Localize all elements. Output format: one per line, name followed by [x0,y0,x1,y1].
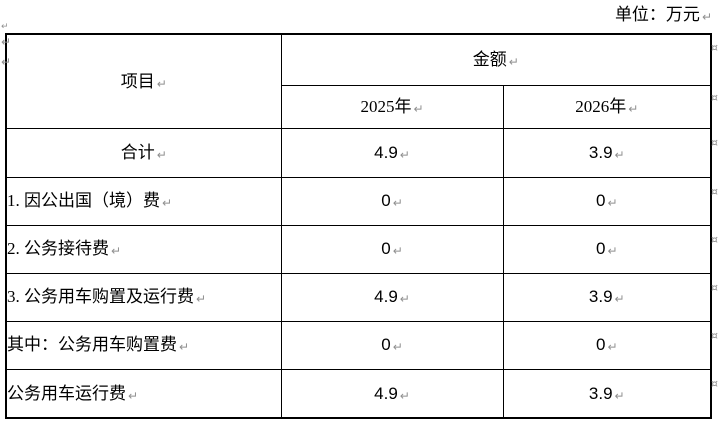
row-label-text: 公务用车运行费 [7,383,126,403]
value-2026: 3.9 [588,287,613,307]
paragraph-mark-icon: ↵ [111,244,122,259]
value-cell: 0 ↵ [280,224,504,274]
paragraph-mark-icon: ↵ [413,101,424,116]
unit-label-line: 单位：万元 ↵ [615,4,712,28]
row-label-text: 其中：公务用车购置费 [7,335,177,355]
paragraph-mark-icon: ↵ [607,340,618,355]
header-cell-amount: 金额 ↵ [280,33,712,86]
value-2025: 4.9 [374,142,398,162]
header-item-label: 项目 [120,71,155,91]
value-cell: 3.9 ↵ [502,127,712,178]
paragraph-mark-icon: ↵ [179,340,190,355]
value-cell: 0 ↵ [280,320,504,370]
end-of-row-mark-icon: ¤ [711,329,718,342]
value-2025: 0 [381,239,391,259]
end-of-row-mark-icon: ¤ [711,185,718,198]
row-label-abroad-fee: 1. 因公出国（境）费 ↵ [5,176,282,226]
value-2026: 3.9 [588,142,613,162]
end-of-row-mark-icon: ¤ [711,136,718,149]
row-label-vehicle-total-fee: 3. 公务用车购置及运行费 ↵ [5,272,282,322]
end-of-row-mark-icon: ¤ [711,281,718,294]
header-cell-year-2026: 2026年 ↵ [502,84,712,129]
unit-label: 单位：万元 [614,5,700,24]
paragraph-mark-icon: ↵ [399,292,410,307]
paragraph-mark-icon: ↵ [614,147,625,162]
end-of-row-mark-icon: ¤ [711,233,718,246]
value-cell: 0 ↵ [502,176,712,226]
value-cell: 0 ↵ [502,320,712,370]
paragraph-mark-icon: ↵ [399,147,410,162]
paragraph-mark-icon: ↵ [607,196,618,211]
paragraph-mark-icon: ↵ [508,55,519,70]
year-2026-label: 2026年 [575,96,627,116]
paragraph-mark-icon: ↵ [1,22,9,32]
paragraph-mark-icon: ↵ [392,340,403,355]
value-cell: 4.9 ↵ [280,272,504,322]
row-label-text: 3. 公务用车购置及运行费 [7,287,194,307]
paragraph-mark-icon: ↵ [701,10,712,24]
row-label-total: 合计 ↵ [5,127,282,178]
table-subheader-row: 2025年 ↵ 2026年 ↵ [6,84,712,129]
value-2026: 0 [595,239,606,259]
row-label-vehicle-operation-fee: 公务用车运行费 ↵ [5,368,282,419]
value-cell: 4.9 ↵ [280,127,504,178]
paragraph-mark-icon: ↵ [392,244,403,259]
paragraph-mark-icon: ↵ [628,101,639,116]
table-row: 其中：公务用车购置费 ↵ 0 ↵ 0 ↵ [5,320,712,370]
header-cell-year-2025: 2025年 ↵ [280,84,504,129]
paragraph-mark-icon: ↵ [162,196,173,211]
value-cell: 0 ↵ [280,176,504,226]
paragraph-mark-icon: ↵ [196,292,207,307]
value-2025: 0 [381,335,391,355]
row-label-text: 合计 [120,142,155,162]
header-amount-label: 金额 [472,50,507,70]
table-row: 合计 ↵ 4.9 ↵ 3.9 ↵ [5,127,712,178]
header-cell-item: 项目 ↵ [5,33,282,129]
paragraph-mark-icon: ↵ [399,388,410,403]
value-cell: 4.9 ↵ [280,368,504,419]
table-row: 公务用车运行费 ↵ 4.9 ↵ 3.9 ↵ [5,368,712,419]
table-row: 3. 公务用车购置及运行费 ↵ 4.9 ↵ 3.9 ↵ [5,272,712,322]
table-row: 2. 公务接待费 ↵ 0 ↵ 0 ↵ [5,224,712,274]
row-label-text: 1. 因公出国（境）费 [7,191,160,211]
paragraph-mark-icon: ↵ [614,292,625,307]
value-2026: 0 [595,191,606,211]
row-label-vehicle-purchase-fee: 其中：公务用车购置费 ↵ [5,320,282,370]
value-cell: 3.9 ↵ [502,272,712,322]
row-label-reception-fee: 2. 公务接待费 ↵ [5,224,282,274]
end-of-row-mark-icon: ¤ [711,377,718,390]
end-of-row-mark-icon: ¤ [711,41,718,54]
value-2026: 0 [595,335,606,355]
paragraph-mark-icon: ↵ [1,55,12,69]
value-2026: 3.9 [588,383,613,403]
row-label-text: 2. 公务接待费 [7,239,109,259]
value-2025: 4.9 [374,383,398,403]
paragraph-mark-icon: ↵ [1,35,12,49]
budget-table: 项目 ↵ 金额 ↵ 2025年 ↵ 2026年 ↵ 合计 ↵ 4.9 ↵ 3.9 ↵ 1. 因… [5,33,712,419]
paragraph-mark-icon: ↵ [156,76,167,91]
paragraph-mark-icon: ↵ [128,388,139,403]
paragraph-mark-icon: ↵ [156,147,167,162]
table-header-row: 项目 ↵ 金额 ↵ [5,33,712,129]
value-2025: 4.9 [374,287,398,307]
year-2025-label: 2025年 [360,96,412,116]
paragraph-mark-icon: ↵ [392,196,403,211]
paragraph-mark-icon: ↵ [607,244,618,259]
value-cell: 3.9 ↵ [502,368,712,419]
value-2025: 0 [381,191,391,211]
value-cell: 0 ↵ [502,224,712,274]
table-row: 1. 因公出国（境）费 ↵ 0 ↵ 0 ↵ [5,176,712,226]
paragraph-mark-icon: ↵ [614,388,625,403]
end-of-row-mark-icon: ¤ [711,91,718,104]
